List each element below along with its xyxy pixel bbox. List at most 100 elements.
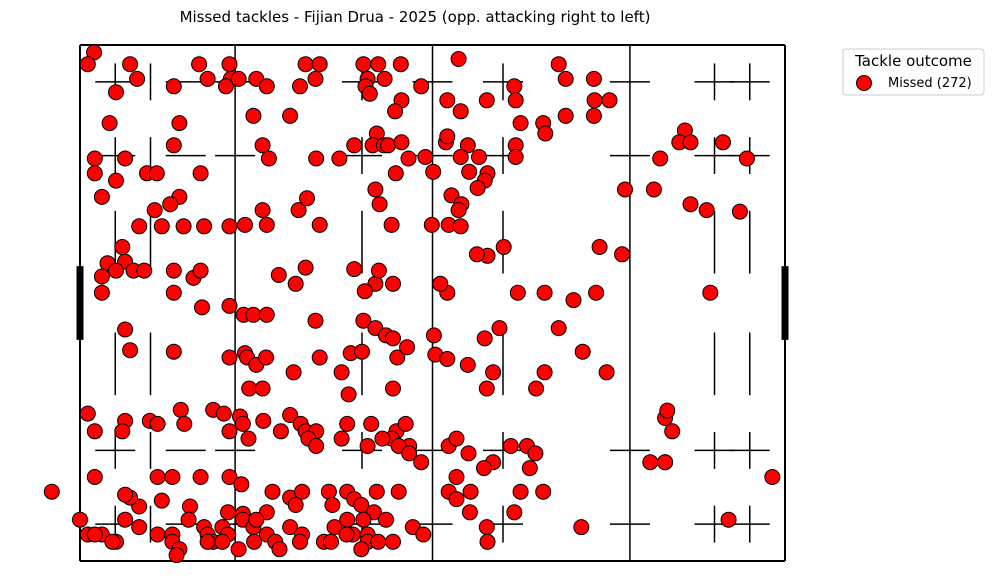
missed-tackle-point — [338, 526, 355, 543]
missed-tackle-point — [131, 519, 148, 536]
missed-tackle-point — [452, 103, 469, 120]
missed-tackle-point — [86, 469, 103, 485]
missed-tackle-point — [425, 163, 442, 180]
missed-tackle-point — [507, 92, 524, 109]
missed-tackle-point — [114, 423, 131, 440]
missed-tackle-point — [86, 165, 103, 182]
missed-tackle-point — [439, 351, 456, 367]
missed-tackle-point — [715, 134, 731, 151]
missed-tackle-point — [355, 312, 372, 329]
missed-tackle-point — [290, 202, 307, 219]
missed-tackle-point — [400, 150, 417, 167]
missed-tackle-point — [478, 519, 495, 536]
missed-tackle-point — [172, 401, 189, 418]
missed-tackle-point — [254, 202, 271, 219]
missed-tackle-point — [550, 320, 567, 337]
legend: Tackle outcome Missed (272) — [842, 48, 985, 96]
missed-tackle-point — [469, 180, 486, 196]
missed-tackle-point — [468, 246, 485, 263]
missed-tackle-point — [254, 380, 271, 397]
missed-tackle-point — [93, 268, 110, 285]
missed-tackle-point — [459, 356, 476, 373]
missed-tackle-point — [371, 196, 388, 213]
missed-tackle-point — [585, 107, 602, 124]
missed-tackle-point — [162, 196, 179, 213]
missed-tackle-point — [72, 511, 88, 528]
missed-tackle-point — [148, 165, 165, 182]
missed-tackle-point — [586, 92, 603, 109]
missed-tackle-point — [485, 364, 502, 381]
missed-tackle-point — [323, 533, 339, 550]
missed-tackle-point — [598, 364, 615, 381]
missed-tackle-point — [260, 150, 277, 167]
missed-tackle-point — [731, 203, 748, 220]
missed-tackle-point — [432, 275, 449, 292]
missed-tackle-point — [495, 239, 512, 255]
missed-tackle-point — [311, 56, 328, 73]
missed-tackle-point — [271, 541, 288, 558]
missed-tackle-point — [320, 483, 337, 500]
missed-tackle-point — [192, 165, 209, 182]
missed-tackle-point — [182, 498, 198, 515]
missed-tackle-point — [461, 163, 478, 180]
missed-tackle-point — [565, 292, 582, 309]
missed-tackle-point — [645, 181, 662, 198]
missed-tackle-point — [460, 445, 477, 462]
missed-tackle-point — [214, 533, 231, 550]
missed-tackle-point — [509, 284, 526, 301]
missed-tackle-point — [354, 343, 370, 360]
missed-tackle-point — [417, 149, 434, 165]
missed-tackle-point — [392, 56, 409, 73]
missed-tackle-point — [363, 415, 380, 432]
missed-tackle-point — [240, 430, 257, 447]
missed-tackle-point — [292, 533, 308, 550]
missed-tackle-point — [535, 483, 552, 500]
missed-tackle-point — [385, 533, 401, 550]
missed-tackle-point — [108, 84, 124, 101]
missed-tackle-point — [221, 56, 238, 73]
missed-tackle-point — [180, 511, 197, 528]
missed-tackle-point — [117, 321, 134, 338]
missed-tackle-point — [461, 504, 478, 521]
missed-tackle-point — [122, 342, 139, 359]
missed-tackle-point — [114, 239, 131, 255]
missed-tackle-point — [272, 423, 289, 440]
missed-tackle-point — [333, 364, 350, 381]
missed-tackle-point — [439, 128, 456, 145]
missed-tackle-point — [192, 469, 209, 485]
missed-tackle-point — [413, 454, 430, 471]
missed-tackle-point — [307, 70, 324, 87]
missed-tackle-point — [117, 150, 134, 167]
missed-tackle-point — [367, 181, 384, 198]
missed-tackle-point — [521, 460, 538, 477]
missed-tackle-point — [339, 511, 356, 528]
missed-tackle-point — [478, 380, 495, 397]
missed-tackle-point — [287, 275, 304, 292]
missed-tackle-point — [292, 78, 308, 95]
missed-tackle-point — [79, 405, 96, 422]
missed-tackle-point — [471, 149, 487, 165]
missed-tackle-point — [149, 526, 166, 543]
missed-tackle-point — [664, 423, 681, 440]
missed-tackle-point — [413, 78, 430, 95]
missed-tackle-point — [165, 343, 182, 360]
missed-tackle-point — [307, 312, 324, 329]
missed-tackle-point — [502, 438, 519, 454]
missed-tackle-point — [171, 115, 188, 132]
missed-tackle-point — [122, 56, 139, 73]
missed-tackle-point — [355, 56, 372, 73]
missed-tackle-point — [512, 483, 529, 500]
missed-tackle-point — [221, 423, 238, 440]
missed-tackle-point — [93, 188, 110, 205]
missed-tackle-point — [588, 284, 605, 301]
missed-tackle-point — [146, 202, 163, 219]
missed-tackle-point — [221, 218, 238, 235]
missed-tackle-point — [93, 284, 110, 301]
missed-tackle-point — [86, 526, 103, 543]
missed-tackle-point — [176, 415, 193, 432]
missed-tackle-point — [401, 445, 418, 462]
missed-tackle-point — [353, 541, 370, 558]
missed-tackle-point — [104, 533, 121, 550]
missed-tackle-point — [423, 216, 440, 233]
